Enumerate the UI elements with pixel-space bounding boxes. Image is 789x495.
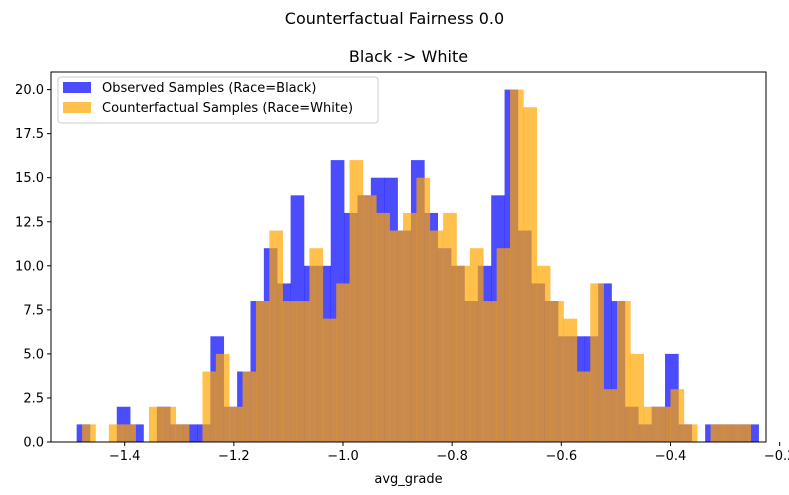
histogram-bar: [336, 283, 350, 442]
histogram-bar: [630, 353, 645, 442]
histogram-bar: [416, 177, 431, 442]
histogram-bar: [122, 424, 136, 442]
x-axis-ticks: −1.4 −1.2 −1.0 −0.8 −0.6 −0.4 −0.2: [109, 442, 789, 464]
legend-label: Counterfactual Samples (Race=White): [102, 101, 353, 116]
histogram-bar: [723, 424, 738, 442]
x-tick-label: −1.0: [327, 449, 359, 464]
y-tick-label: 2.5: [23, 391, 44, 406]
histogram-bar: [362, 195, 377, 442]
y-axis-ticks: 0.0 2.5 5.0 7.5 10.0 12.5 15.0 17.5 20.0: [15, 83, 51, 451]
histogram-bar: [670, 389, 685, 442]
histogram-bar: [269, 230, 283, 442]
histogram-bar: [148, 406, 163, 442]
histogram-bar: [469, 248, 484, 442]
histogram-bar: [510, 89, 524, 443]
x-axis-label: avg_grade: [374, 472, 442, 487]
histogram-bar: [322, 318, 337, 442]
histogram-bar: [309, 248, 324, 442]
histogram-bar: [215, 353, 230, 442]
histogram-bar: [550, 301, 564, 442]
histogram-bar: [162, 406, 177, 442]
histogram-bar: [376, 212, 390, 442]
legend-label: Observed Samples (Race=Black): [102, 81, 316, 96]
histogram-bar: [657, 406, 671, 442]
legend-swatch: [63, 102, 91, 113]
histogram-bar: [590, 283, 604, 442]
histogram-bar: [403, 212, 417, 442]
histogram-bar: [108, 424, 123, 442]
histogram-bar: [523, 107, 538, 443]
y-tick-label: 0.0: [23, 436, 44, 451]
histogram-bar: [349, 160, 364, 442]
x-tick-label: −0.8: [436, 449, 468, 464]
histogram-bar: [483, 301, 497, 442]
histogram-bar: [496, 248, 511, 442]
plot-frame: [50, 71, 767, 443]
histogram-bar: [536, 265, 551, 442]
y-tick-label: 15.0: [15, 171, 44, 186]
histogram-bar: [296, 301, 310, 442]
histogram-bar: [737, 424, 752, 442]
series-1: [82, 89, 752, 443]
histogram-bar: [202, 371, 217, 442]
x-tick-label: −0.6: [546, 449, 578, 464]
histogram-bar: [229, 406, 243, 442]
x-tick-label: −0.2: [764, 449, 789, 464]
histogram-bar: [576, 371, 591, 442]
figure-suptitle: Counterfactual Fairness 0.0: [285, 9, 504, 28]
legend-box: [57, 76, 379, 124]
histogram-bars: [76, 89, 759, 443]
histogram-bar: [82, 424, 96, 442]
y-tick-label: 7.5: [23, 303, 44, 318]
y-tick-label: 10.0: [15, 259, 44, 274]
histogram-bar: [456, 265, 471, 442]
y-tick-label: 17.5: [15, 127, 44, 142]
x-tick-label: −1.2: [218, 449, 250, 464]
histogram-bar: [282, 301, 297, 442]
y-tick-label: 5.0: [23, 347, 44, 362]
histogram-bar: [563, 318, 578, 442]
histogram-bar: [710, 424, 725, 442]
histogram-bar: [617, 301, 631, 442]
x-tick-label: −0.4: [655, 449, 687, 464]
histogram-bar: [603, 389, 618, 442]
legend-swatch: [63, 82, 91, 93]
y-tick-label: 12.5: [15, 215, 44, 230]
histogram-bar: [643, 406, 658, 442]
histogram-bar: [255, 301, 270, 442]
chart-title: Black -> White: [349, 47, 468, 66]
histogram-bar: [429, 230, 444, 442]
histogram-bar: [175, 424, 190, 442]
histogram-bar: [443, 212, 457, 442]
legend: Observed Samples (Race=Black) Counterfact…: [57, 76, 379, 124]
histogram-bar: [242, 371, 257, 442]
y-tick-label: 20.0: [15, 83, 44, 98]
histogram-bar: [683, 424, 698, 442]
x-tick-label: −1.4: [109, 449, 141, 464]
histogram-bar: [389, 230, 404, 442]
